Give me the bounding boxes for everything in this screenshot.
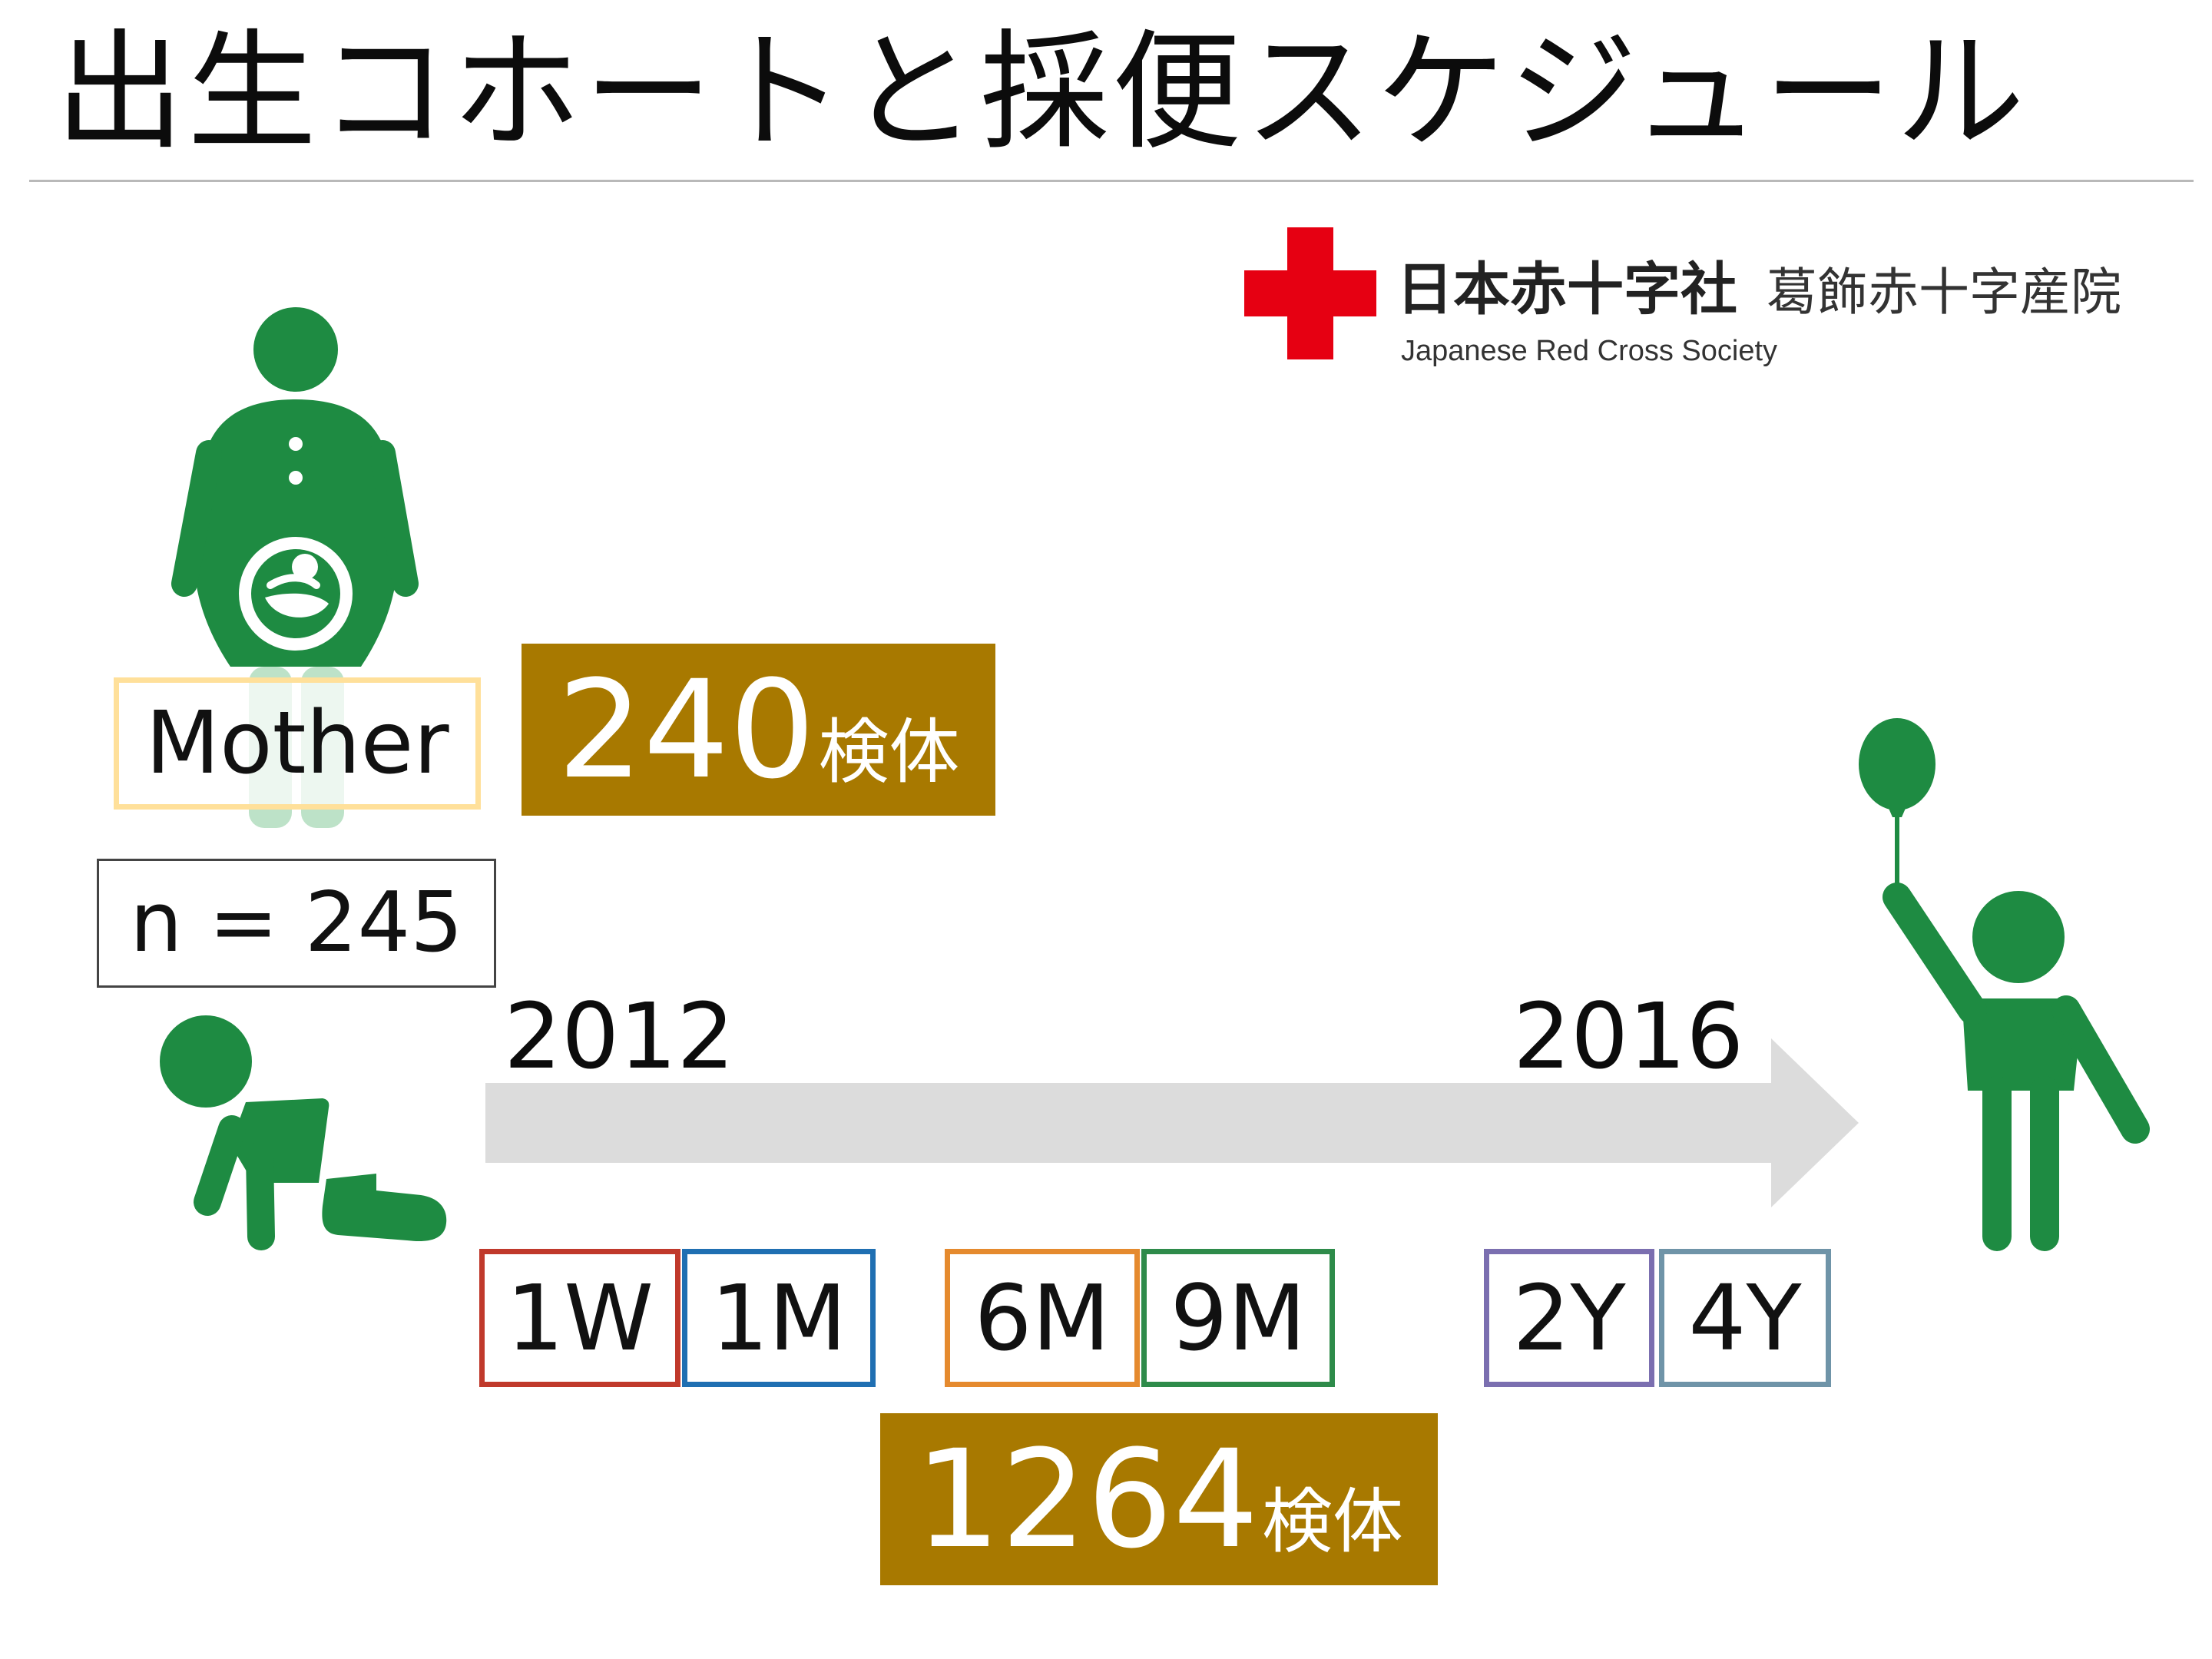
- logo-org-name-en: Japanese Red Cross Society: [1401, 335, 1778, 367]
- timepoint-2y: 2Y: [1484, 1249, 1654, 1387]
- sample-size-box: n = 245: [97, 859, 496, 988]
- timeline-start-year: 2012: [504, 983, 735, 1089]
- red-cross-logo: 日本赤十字社 Japanese Red Cross Society 葛飾赤十字産…: [1244, 227, 2151, 381]
- timeline-end-year: 2016: [1513, 983, 1744, 1089]
- timepoint-6m: 6M: [945, 1249, 1140, 1387]
- child-with-balloon-icon: [1859, 718, 2150, 1251]
- infant-count-unit: 検体: [1261, 1481, 1403, 1564]
- timepoint-4y: 4Y: [1659, 1249, 1831, 1387]
- crawling-baby-icon: [160, 1015, 447, 1250]
- mother-count-value: 240: [557, 651, 816, 810]
- timepoint-1w: 1W: [479, 1249, 680, 1387]
- red-cross-logo-icon: [1244, 227, 1376, 359]
- pregnant-mother-icon: [171, 307, 419, 828]
- mother-label: Mother: [114, 677, 481, 810]
- logo-org-name: 日本赤十字社: [1396, 257, 1737, 323]
- timepoint-9m: 9M: [1141, 1249, 1335, 1387]
- timeline-arrow: [485, 1038, 1859, 1207]
- mother-specimen-count: 240 検体: [522, 644, 995, 816]
- infant-specimen-count: 1264 検体: [880, 1413, 1438, 1585]
- infant-count-value: 1264: [915, 1421, 1259, 1579]
- title-divider: [29, 180, 2194, 182]
- logo-hospital-name: 葛飾赤十字産院: [1767, 263, 2121, 322]
- slide-title: 出生コホートと採便スケジュール: [55, 17, 2028, 167]
- mother-count-unit: 検体: [818, 711, 960, 794]
- timepoint-1m: 1M: [682, 1249, 876, 1387]
